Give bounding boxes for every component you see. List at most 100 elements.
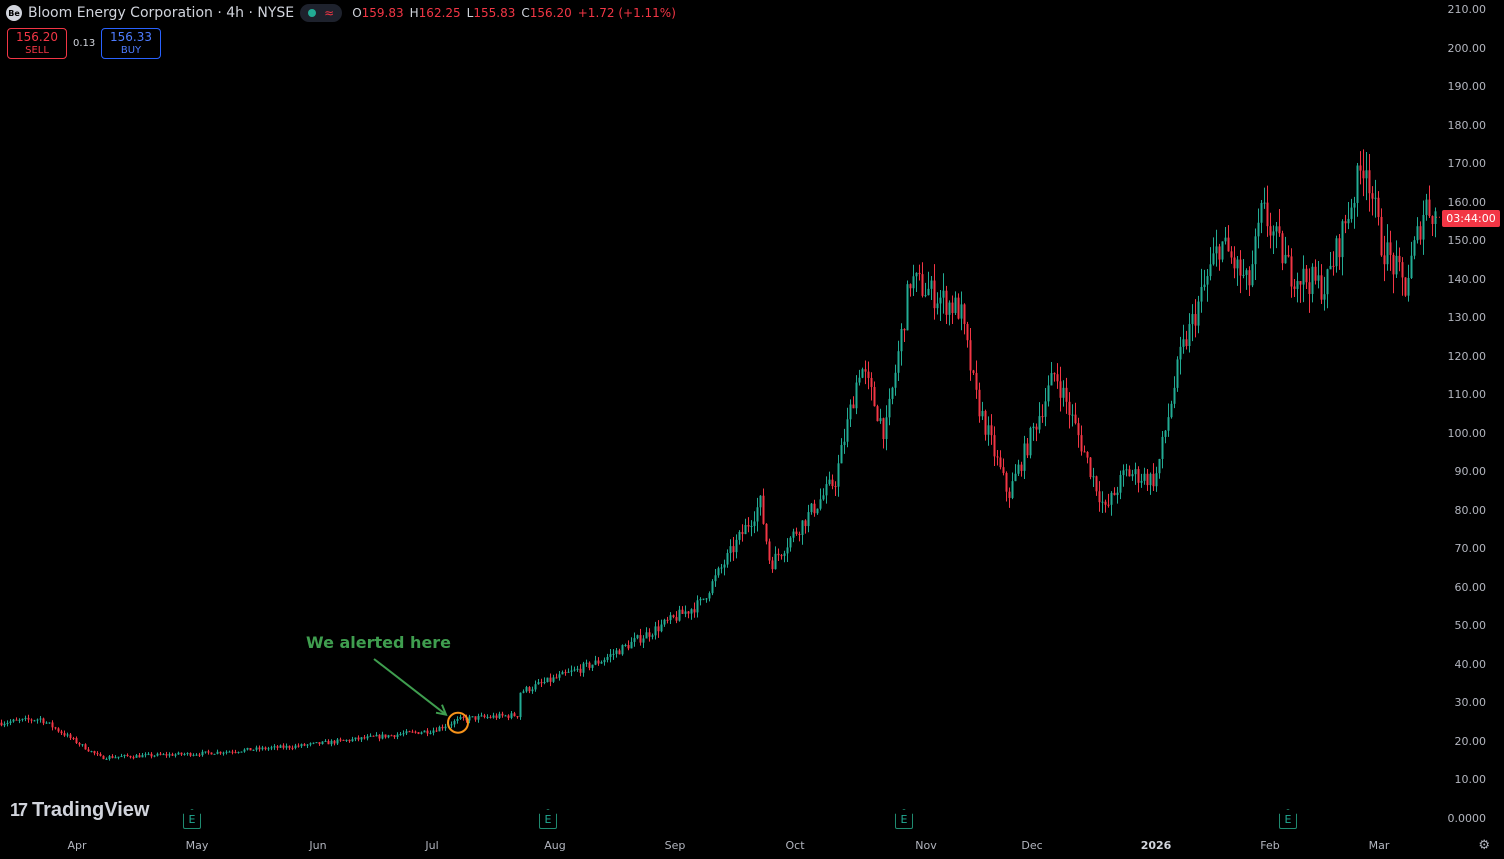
time-axis-label: May	[185, 839, 209, 852]
price-axis-label: 0.0000	[1447, 812, 1487, 825]
candle-down	[1128, 469, 1131, 477]
earnings-icon[interactable]: E	[539, 809, 557, 829]
candle-up	[810, 503, 813, 513]
buy-button[interactable]: 156.33 BUY	[101, 28, 161, 59]
candle-up	[225, 751, 228, 753]
candle-down	[1248, 270, 1251, 286]
candle-up	[816, 508, 819, 514]
price-axis-label: 70.00	[1454, 542, 1487, 556]
candle-up	[855, 382, 858, 409]
candle-up	[3, 723, 6, 726]
candle-up	[621, 645, 624, 655]
candle-up	[837, 463, 840, 487]
candle-up	[1296, 281, 1299, 289]
candle-up	[525, 687, 528, 692]
candle-down	[1281, 233, 1284, 264]
candle-down	[588, 662, 591, 668]
sell-button[interactable]: 156.20 SELL	[7, 28, 67, 59]
candle-up	[45, 722, 48, 724]
candle-up	[228, 751, 231, 753]
price-axis-label: 190.00	[1447, 80, 1487, 94]
earnings-icon[interactable]: E	[1279, 809, 1297, 829]
candle-down	[1431, 216, 1434, 224]
candle-up	[498, 713, 501, 718]
candle-down	[777, 553, 780, 556]
earnings-icon[interactable]: E	[183, 809, 201, 829]
candle-up	[1158, 458, 1161, 474]
candle-up	[894, 372, 897, 388]
candle-up	[66, 734, 69, 736]
candle-up	[585, 662, 588, 664]
candle-down	[618, 650, 621, 655]
candle-up	[645, 632, 648, 639]
candle-up	[21, 718, 24, 720]
sell-price: 156.20	[16, 29, 58, 44]
market-status-pill[interactable]: ≈	[300, 4, 343, 22]
candlestick-chart[interactable]	[0, 0, 1442, 830]
candle-down	[873, 386, 876, 407]
candle-down	[1419, 226, 1422, 240]
ohlc-change: +1.72 (+1.11%)	[577, 6, 676, 20]
candle-down	[372, 735, 375, 737]
candle-up	[684, 611, 687, 614]
candle-down	[138, 755, 141, 758]
candle-up	[444, 726, 447, 729]
candle-down	[1065, 387, 1068, 402]
candle-down	[408, 731, 411, 733]
candle-up	[1170, 403, 1173, 418]
candle-down	[1035, 426, 1038, 430]
candle-up	[279, 745, 282, 748]
chart-area[interactable]	[0, 0, 1442, 830]
candle-down	[150, 753, 153, 757]
settings-gear-icon[interactable]: ⚙	[1478, 838, 1490, 853]
tradingview-logo[interactable]: 17 TradingView	[10, 799, 149, 822]
candle-up	[828, 479, 831, 485]
tradingview-mark-icon: 17	[10, 800, 28, 820]
candle-down	[1404, 277, 1407, 296]
candle-down	[207, 751, 210, 753]
candle-down	[831, 479, 834, 487]
candle-up	[1245, 270, 1248, 275]
candle-down	[672, 615, 675, 618]
candle-up	[912, 276, 915, 289]
symbol-title[interactable]: Bloom Energy Corporation · 4h · NYSE	[28, 5, 295, 21]
candle-up	[603, 659, 606, 663]
candle-up	[351, 739, 354, 742]
candle-up	[429, 732, 432, 734]
candle-down	[411, 731, 414, 733]
candle-down	[30, 719, 33, 721]
earnings-icon[interactable]: E	[895, 809, 913, 829]
candle-down	[357, 737, 360, 740]
candle-down	[384, 734, 387, 738]
candle-up	[1329, 265, 1332, 270]
candle-up	[906, 284, 909, 331]
market-open-dot-icon	[308, 9, 317, 17]
candle-up	[756, 507, 759, 522]
candle-up	[1263, 202, 1266, 204]
candle-down	[99, 754, 102, 756]
candle-down	[999, 457, 1002, 468]
candle-down	[1377, 197, 1380, 217]
candle-up	[1236, 259, 1239, 269]
symbol-logo[interactable]: Be	[6, 5, 22, 21]
candle-up	[750, 525, 753, 527]
candle-up	[669, 615, 672, 621]
candle-up	[738, 531, 741, 540]
candle-up	[213, 753, 216, 755]
candle-up	[24, 717, 27, 719]
candle-up	[1179, 346, 1182, 360]
candle-down	[72, 738, 75, 740]
spread-value: 0.13	[73, 38, 96, 49]
candle-up	[546, 677, 549, 683]
candle-up	[1188, 324, 1191, 346]
candle-up	[615, 650, 618, 654]
candle-down	[210, 752, 213, 755]
candle-up	[1215, 246, 1218, 254]
candle-up	[1122, 470, 1125, 476]
candle-up	[774, 553, 777, 570]
candle-up	[315, 742, 318, 744]
candle-up	[801, 520, 804, 535]
candle-down	[42, 718, 45, 724]
time-axis-label: Apr	[67, 839, 87, 852]
candle-down	[540, 682, 543, 684]
